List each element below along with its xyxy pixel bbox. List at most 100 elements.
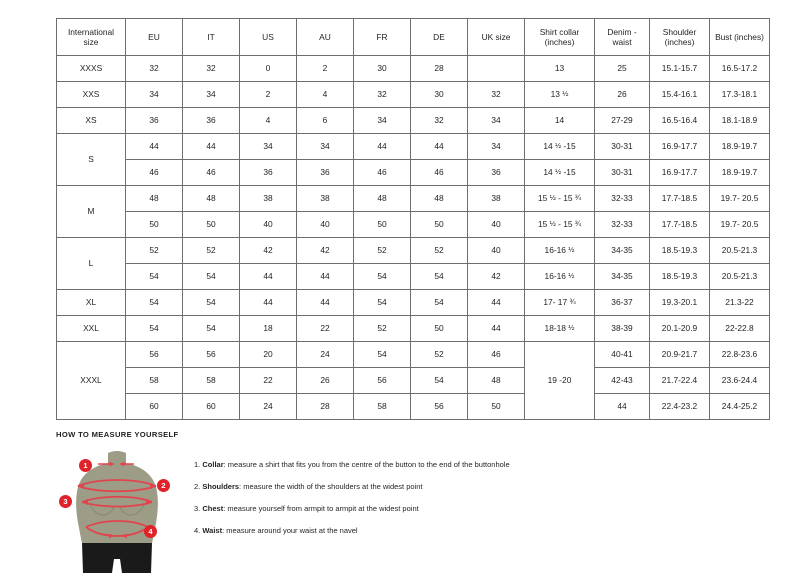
- cell-uk-size: 44: [467, 315, 525, 342]
- instruction-text: : measure the width of the shoulders at …: [239, 482, 423, 491]
- cell-bust: 20.5-21.3: [709, 237, 770, 264]
- cell-us: 18: [239, 315, 297, 342]
- cell-shirt-collar: 16-16 ½: [524, 237, 595, 264]
- cell-bust: 18.9-19.7: [709, 159, 770, 186]
- cell-denim-waist: 32-33: [594, 185, 650, 212]
- header-line-1: International: [67, 26, 115, 37]
- table-row: M 48 48 38 38 48 48 38 15 ½ - 15 ¾ 32-33 17.7-18.5…: [56, 185, 770, 238]
- cell-us: 42: [239, 237, 297, 264]
- cell-eu: 54: [125, 263, 183, 290]
- cell-bust: 21.3-22: [709, 289, 770, 316]
- cell-denim-waist: 42-43: [594, 367, 650, 394]
- column-header-au: AU: [296, 18, 354, 56]
- cell-fr: 50: [353, 211, 411, 238]
- cell-shoulder: 16.9-17.7: [649, 133, 710, 160]
- cell-au: 4: [296, 81, 354, 108]
- cell-shirt-collar: 13 ½: [524, 81, 595, 108]
- column-header-shirt-collar: Shirt collar (inches): [524, 18, 595, 56]
- cell-uk-size: 50: [467, 393, 525, 420]
- cell-it: 56: [182, 341, 240, 368]
- cell-denim-waist: 34-35: [594, 237, 650, 264]
- cell-shoulder: 15.1-15.7: [649, 55, 710, 82]
- cell-eu: 34: [125, 81, 183, 108]
- cell-denim-waist: 26: [594, 81, 650, 108]
- cell-uk-size: 34: [467, 133, 525, 160]
- cell-eu: 32: [125, 55, 183, 82]
- table-row: XXS 34 34 2 4 32 30 32 13 ½ 26 15.4-16.1 17.3-18.1: [56, 81, 770, 108]
- cell-denim-waist: 34-35: [594, 263, 650, 290]
- instruction-number: 2.: [194, 482, 201, 491]
- cell-de: 54: [410, 289, 468, 316]
- cell-denim-waist: 44: [594, 393, 650, 420]
- cell-shirt-collar: 14: [524, 107, 595, 134]
- measure-instruction-4: 4. Waist: measure around your waist at t…: [194, 527, 510, 535]
- cell-uk-size: 32: [467, 81, 525, 108]
- cell-shirt-collar: 19 -20: [524, 341, 595, 420]
- cell-shirt-collar: 18-18 ½: [524, 315, 595, 342]
- cell-shoulder: 16.5-16.4: [649, 107, 710, 134]
- cell-international-size: M: [56, 185, 126, 238]
- instruction-term: Shoulders: [202, 482, 240, 491]
- cell-bust: 19.7- 20.5: [709, 185, 770, 212]
- cell-fr: 58: [353, 393, 411, 420]
- cell-eu: 54: [125, 315, 183, 342]
- cell-shirt-collar: 16-16 ½: [524, 263, 595, 290]
- cell-denim-waist: 36-37: [594, 289, 650, 316]
- header-line-2: waist: [612, 37, 632, 47]
- instruction-text: : measure yourself from armpit to armpit…: [223, 504, 419, 513]
- column-header-de: DE: [410, 18, 468, 56]
- cell-shoulder: 22.4-23.2: [649, 393, 710, 420]
- header-line-2: (inches): [544, 37, 575, 47]
- cell-uk-size: [467, 55, 525, 82]
- cell-de: 52: [410, 237, 468, 264]
- cell-au: 24: [296, 341, 354, 368]
- cell-shoulder: 20.1-20.9: [649, 315, 710, 342]
- instruction-term: Collar: [202, 460, 224, 469]
- cell-au: 38: [296, 185, 354, 212]
- cell-fr: 46: [353, 159, 411, 186]
- cell-eu: 56: [125, 341, 183, 368]
- cell-eu: 60: [125, 393, 183, 420]
- cell-eu: 50: [125, 211, 183, 238]
- cell-eu: 58: [125, 367, 183, 394]
- cell-denim-waist: 25: [594, 55, 650, 82]
- table-row: XXXS 32 32 0 2 30 28 13 25 15.1-15.7 16.5-17.2: [56, 55, 770, 82]
- cell-us: 36: [239, 159, 297, 186]
- cell-uk-size: 38: [467, 185, 525, 212]
- cell-it: 54: [182, 263, 240, 290]
- cell-fr: 34: [353, 107, 411, 134]
- cell-fr: 30: [353, 55, 411, 82]
- cell-de: 56: [410, 393, 468, 420]
- cell-bust: 23.6-24.4: [709, 367, 770, 394]
- cell-de: 54: [410, 367, 468, 394]
- cell-it: 54: [182, 289, 240, 316]
- cell-bust: 22.8-23.6: [709, 341, 770, 368]
- cell-us: 38: [239, 185, 297, 212]
- cell-denim-waist: 30-31: [594, 133, 650, 160]
- cell-us: 34: [239, 133, 297, 160]
- cell-uk-size: 42: [467, 263, 525, 290]
- cell-bust: 24.4-25.2: [709, 393, 770, 420]
- how-to-measure-section: HOW TO MEASURE YOURSELF: [56, 430, 756, 573]
- cell-au: 36: [296, 159, 354, 186]
- cell-it: 34: [182, 81, 240, 108]
- measure-badge-2-icon: 2: [157, 479, 170, 492]
- torso-illustration-svg: [76, 451, 158, 573]
- cell-fr: 44: [353, 133, 411, 160]
- cell-eu: 48: [125, 185, 183, 212]
- cell-fr: 52: [353, 237, 411, 264]
- cell-shoulder: 17.7-18.5: [649, 185, 710, 212]
- cell-uk-size: 46: [467, 341, 525, 368]
- cell-us: 4: [239, 107, 297, 134]
- header-line-2: (inches): [664, 37, 695, 47]
- cell-us: 20: [239, 341, 297, 368]
- cell-uk-size: 44: [467, 289, 525, 316]
- cell-us: 40: [239, 211, 297, 238]
- cell-it: 48: [182, 185, 240, 212]
- cell-shirt-collar: 14 ½ -15: [524, 133, 595, 160]
- measure-instruction-1: 1. Collar: measure a shirt that fits you…: [194, 461, 510, 469]
- cell-shoulder: 18.5-19.3: [649, 263, 710, 290]
- cell-it: 50: [182, 211, 240, 238]
- cell-de: 46: [410, 159, 468, 186]
- cell-au: 6: [296, 107, 354, 134]
